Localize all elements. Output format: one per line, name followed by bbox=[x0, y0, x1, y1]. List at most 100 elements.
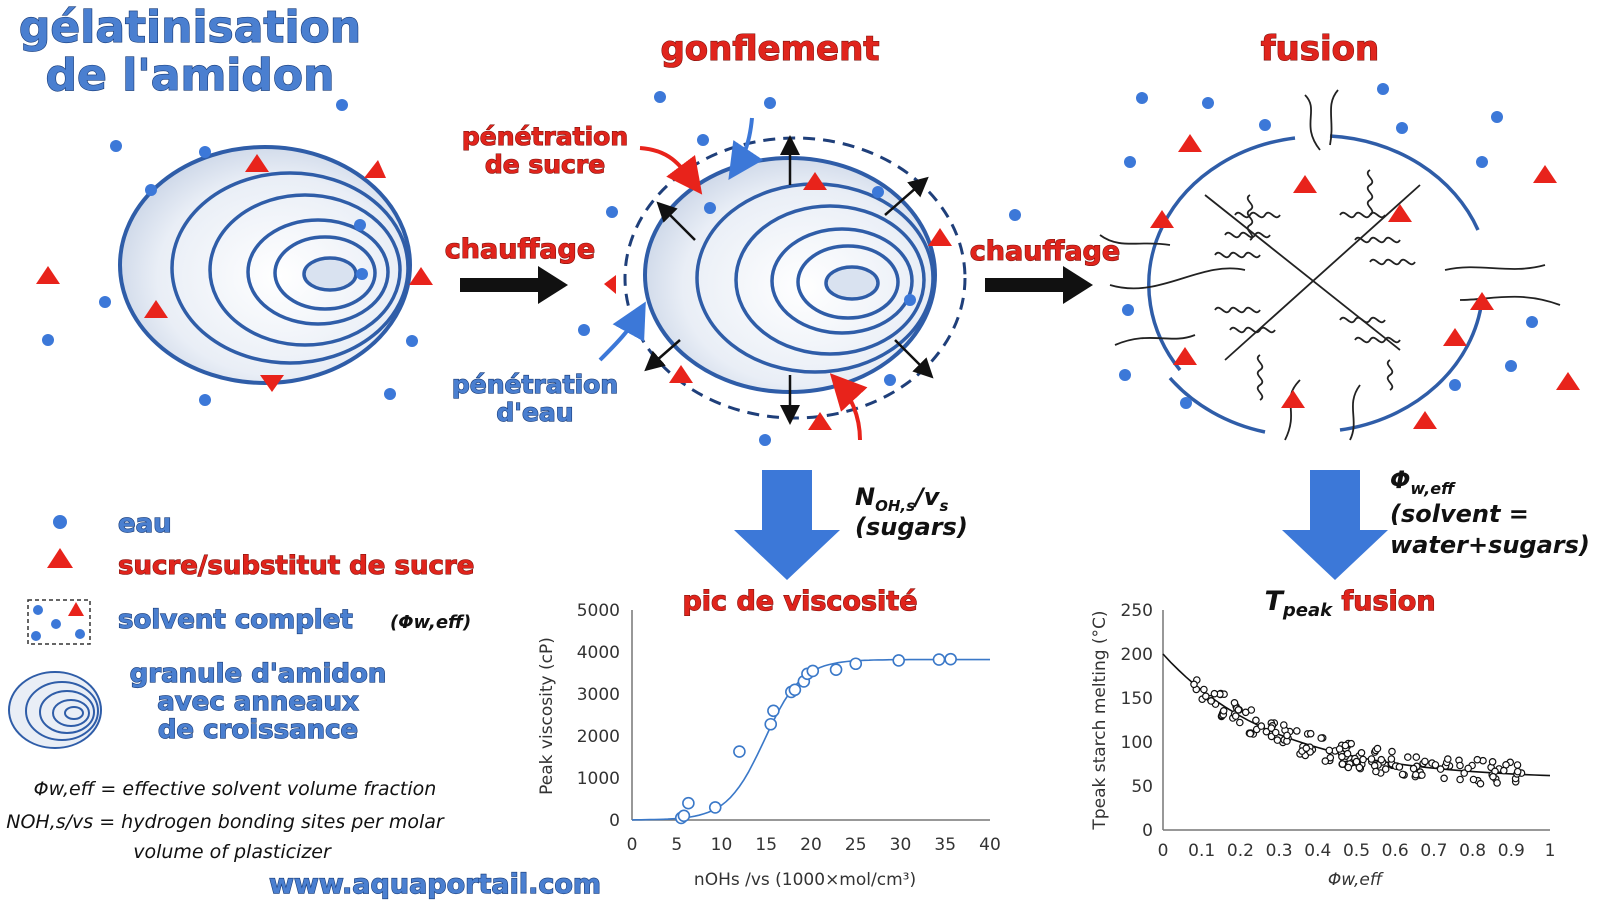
chart2-data-point bbox=[1388, 747, 1396, 756]
native-starch-granule bbox=[118, 145, 412, 385]
chart2-data-point bbox=[1335, 745, 1344, 753]
chart1-fit-curve bbox=[631, 658, 990, 821]
chart2-data-point bbox=[1500, 766, 1508, 775]
heating-arrow-1 bbox=[460, 266, 568, 304]
chart2-data-point bbox=[1252, 716, 1260, 725]
legend-sugar-label: sucre/substitut de sucre bbox=[118, 551, 474, 581]
chart1-xlabel: nOHs /vs (1000×mol/cm³) bbox=[694, 870, 916, 890]
chart2-data-point bbox=[1456, 775, 1464, 784]
chart1-ytick-label: 0 bbox=[609, 811, 620, 831]
chart1-xtick-label: 5 bbox=[671, 835, 682, 855]
chart1-data-point bbox=[892, 654, 906, 667]
chart2-data-point bbox=[1338, 760, 1347, 768]
legend-sugar-icon bbox=[47, 548, 73, 568]
expansion-arrows bbox=[644, 135, 934, 425]
chart2-data-point bbox=[1355, 763, 1364, 772]
title-line1: gélatinisation bbox=[19, 2, 361, 53]
chart1-data-point bbox=[677, 809, 691, 823]
down-arrow-melting bbox=[1282, 470, 1388, 580]
chart1-ylabel: Peak viscosity (cP) bbox=[537, 637, 557, 795]
chart2-data-point bbox=[1404, 753, 1412, 761]
legend: eau sucre/substitut de sucre solvent com… bbox=[8, 508, 475, 749]
chart2-data-point bbox=[1200, 685, 1208, 694]
heating-label-1: chauffage bbox=[445, 234, 595, 265]
chart2-data-point bbox=[1488, 757, 1497, 766]
chart2-ytick-label: 200 bbox=[1121, 645, 1153, 665]
legend-granule-label-2: avec anneaux bbox=[157, 687, 359, 717]
sugar-penetration-label-1: pénétration bbox=[462, 122, 628, 151]
chart2-data-point bbox=[1444, 755, 1452, 763]
definition-phi: Φw,eff = effective solvent volume fracti… bbox=[34, 778, 437, 800]
chart2-data-point bbox=[1207, 697, 1215, 705]
chart2-data-point bbox=[1373, 744, 1382, 753]
chart2-xtick-label: 0.3 bbox=[1266, 841, 1293, 861]
definition-noh-line2: volume of plasticizer bbox=[133, 841, 332, 863]
chart2-data-point bbox=[1421, 757, 1429, 766]
chart1-xtick-label: 25 bbox=[845, 835, 867, 855]
chart2-data-point bbox=[1372, 767, 1380, 776]
chart1-title: pic de viscosité bbox=[682, 586, 917, 617]
chart2-xtick-label: 0.6 bbox=[1382, 841, 1409, 861]
chart2-data-point bbox=[1219, 706, 1228, 715]
chart1-data-point bbox=[767, 704, 780, 718]
chart2-data-point bbox=[1460, 769, 1469, 777]
amylopectin-chains bbox=[1099, 89, 1561, 441]
chart1-xtick-label: 10 bbox=[711, 835, 733, 855]
chart2-data-point bbox=[1202, 692, 1210, 701]
sugar-penetration-label-2: de sucre bbox=[485, 150, 605, 179]
chart2-ytick-label: 50 bbox=[1131, 777, 1153, 797]
chart2-data-point bbox=[1489, 772, 1497, 781]
noh-vs-sugars: (sugars) bbox=[855, 513, 968, 541]
chart1-ytick-label: 5000 bbox=[577, 601, 620, 621]
chart2-data-point bbox=[1387, 755, 1396, 763]
water-penetration-arrow-top bbox=[728, 117, 764, 180]
water-penetration-arrow bbox=[598, 301, 646, 362]
legend-solvent-symbol: (Φw,eff) bbox=[390, 612, 471, 633]
website-link[interactable]: www.aquaportail.com bbox=[268, 868, 601, 900]
chart2-data-point bbox=[1412, 770, 1420, 779]
chart2-data-point bbox=[1357, 748, 1366, 757]
chart2-xtick-label: 0.7 bbox=[1420, 841, 1447, 861]
chart2-xtick-label: 0.1 bbox=[1188, 841, 1215, 861]
water-penetration-label-2: d'eau bbox=[496, 398, 573, 427]
chart2-ytick-label: 0 bbox=[1142, 821, 1153, 841]
chart1-data-point bbox=[788, 683, 802, 697]
chart2-data-point bbox=[1280, 721, 1288, 729]
chart1-data-point bbox=[829, 663, 843, 676]
chart2-data-point bbox=[1341, 741, 1350, 750]
sugar-penetration-arrow bbox=[639, 146, 703, 195]
tpeak-melting-chart: 0 50 100 150 200 250 0 0.1 0.2 0.3 0.4 0.5 0.6 0.7 0.… bbox=[1090, 601, 1555, 890]
chart2-xtick-label: 1 bbox=[1545, 841, 1556, 861]
chart2-data-point bbox=[1440, 774, 1448, 783]
phi-label: Φw,eff bbox=[1390, 466, 1456, 498]
chart1-xtick-label: 30 bbox=[890, 835, 912, 855]
chart2-data-point bbox=[1352, 757, 1361, 766]
chart2-data-point bbox=[1306, 729, 1315, 738]
chart2-data-point bbox=[1267, 724, 1276, 732]
chart2-data-point bbox=[1321, 757, 1330, 765]
chart2-xtick-label: 0.2 bbox=[1227, 841, 1254, 861]
chart1-data-point bbox=[682, 796, 695, 810]
chart1-data-point bbox=[944, 652, 957, 666]
chart2-data-point bbox=[1343, 749, 1352, 758]
chart2-data-point bbox=[1476, 779, 1485, 788]
chart2-data-point bbox=[1236, 718, 1244, 727]
chart2-data-point bbox=[1431, 761, 1440, 769]
chart2-data-point bbox=[1367, 755, 1376, 763]
chart2-ytick-label: 100 bbox=[1121, 733, 1153, 753]
chart2-data-point bbox=[1513, 767, 1522, 776]
legend-granule-label-1: granule d'amidon bbox=[130, 659, 387, 689]
water-molecules-stage2 bbox=[578, 91, 916, 446]
chart2-data-point bbox=[1464, 764, 1473, 773]
chart2-xlabel: Φw,eff bbox=[1328, 870, 1384, 890]
phi-label-solvent: (solvent = bbox=[1390, 500, 1529, 528]
water-penetration-label-1: pénétration bbox=[452, 370, 618, 399]
chart2-data-point bbox=[1293, 727, 1301, 735]
heating-label-2: chauffage bbox=[970, 236, 1120, 267]
chart1-xtick-label: 20 bbox=[800, 835, 822, 855]
chart2-ytick-label: 150 bbox=[1121, 689, 1153, 709]
chart2-data-point bbox=[1234, 705, 1243, 714]
chart2-title: Tpeak fusion bbox=[1264, 586, 1435, 621]
definition-noh-line1: NOH,s/vs = hydrogen bonding sites per mo… bbox=[6, 811, 445, 833]
